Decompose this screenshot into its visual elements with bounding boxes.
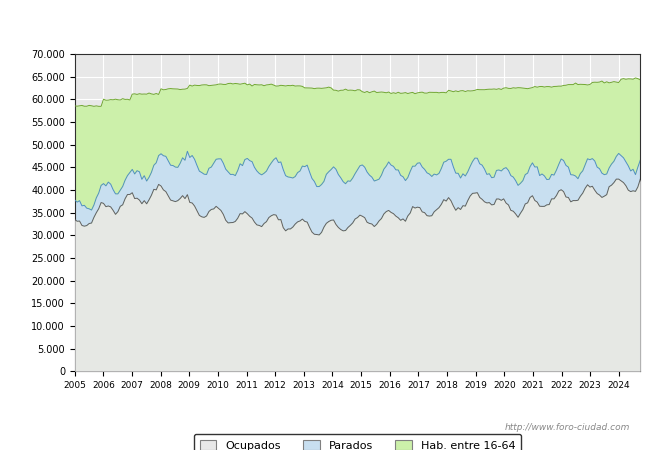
Legend: Ocupados, Parados, Hab. entre 16-64: Ocupados, Parados, Hab. entre 16-64 xyxy=(194,434,521,450)
Text: http://www.foro-ciudad.com: http://www.foro-ciudad.com xyxy=(505,423,630,432)
Text: Lorca - Evolucion de la poblacion en edad de Trabajar Septiembre de 2024: Lorca - Evolucion de la poblacion en eda… xyxy=(91,17,559,30)
